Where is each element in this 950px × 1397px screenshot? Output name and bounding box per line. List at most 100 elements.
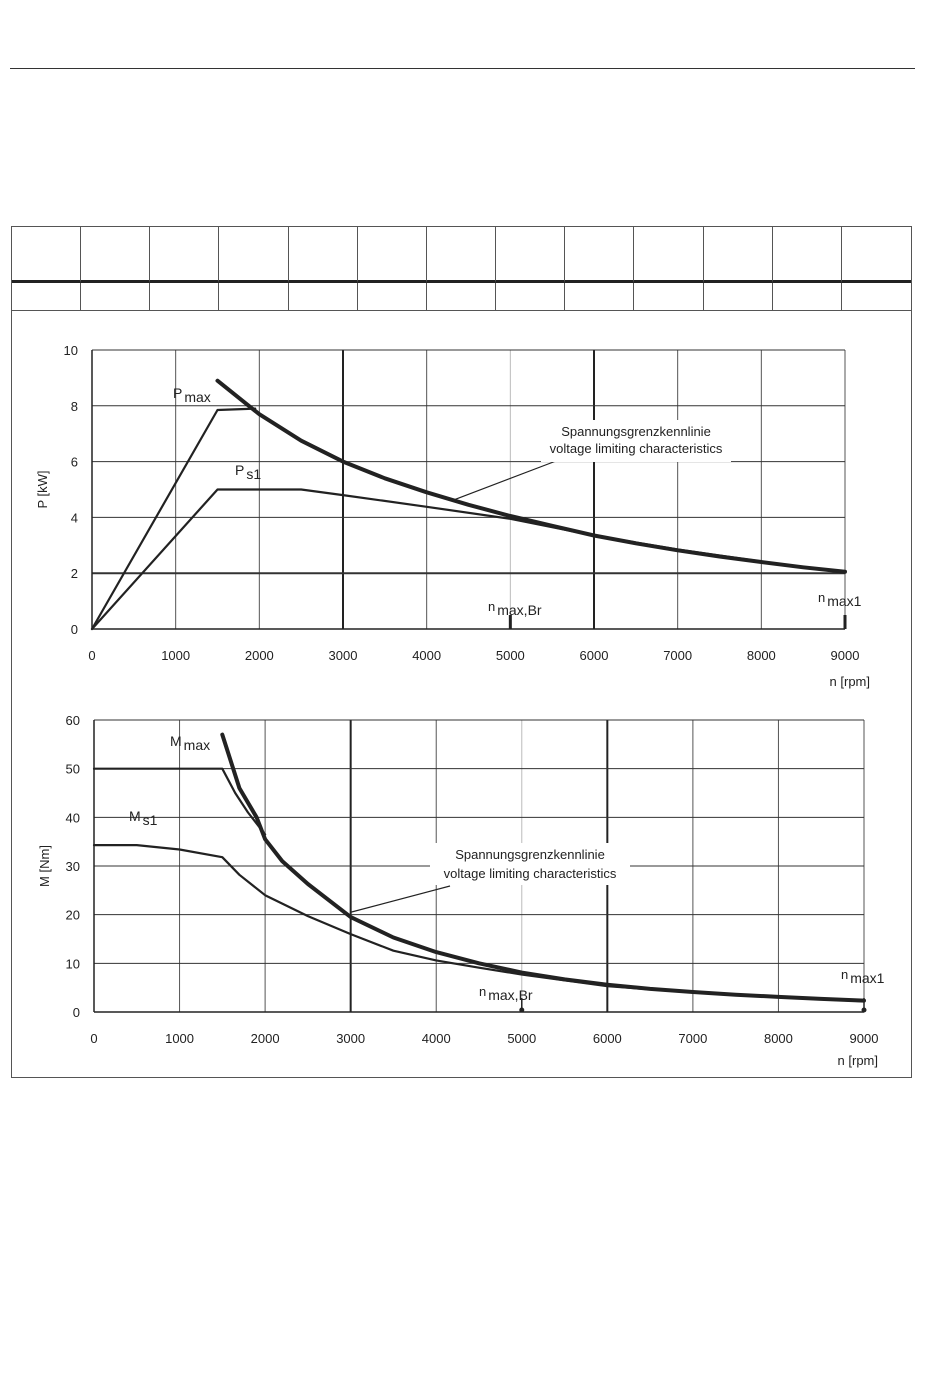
- header-cell: [634, 283, 704, 310]
- curve-p-max: [90, 407, 257, 631]
- y-tick-label: 40: [66, 810, 80, 825]
- y-tick-label: 2: [71, 566, 78, 581]
- y-tick-label: 60: [66, 713, 80, 728]
- header-cell: [150, 283, 220, 310]
- y-tick-label: 6: [71, 455, 78, 470]
- speed-marker-sub: max1: [827, 593, 861, 609]
- x-tick-label: 5000: [507, 1031, 536, 1046]
- x-tick-label: 4000: [422, 1031, 451, 1046]
- annotation-line2: voltage limiting characteristics: [550, 441, 723, 456]
- x-tick-label: 2000: [251, 1031, 280, 1046]
- annotation-line2: voltage limiting characteristics: [444, 866, 617, 881]
- speed-marker-label: n max,Br: [479, 984, 533, 1003]
- voltage-limit-curve: [220, 732, 866, 1003]
- x-axis-label: n [rpm]: [830, 674, 870, 689]
- header-cell: [289, 283, 358, 310]
- annotation-leader: [451, 460, 557, 502]
- annotation-background: [541, 420, 731, 462]
- y-tick-label: 0: [71, 622, 78, 637]
- x-tick-label: 6000: [593, 1031, 622, 1046]
- y-tick-label: 8: [71, 399, 78, 414]
- speed-marker-sub: max,Br: [497, 602, 542, 618]
- curve-label-main: P: [173, 385, 182, 401]
- header-cell: [773, 283, 842, 310]
- header-cell: [426, 227, 497, 283]
- header-cell: [288, 227, 358, 283]
- x-tick-label: 2000: [245, 648, 274, 663]
- x-tick-label: 5000: [496, 648, 525, 663]
- speed-marker-dot: [519, 1007, 525, 1013]
- header-cell: [634, 227, 704, 283]
- x-tick-label: 7000: [678, 1031, 707, 1046]
- figure-frame: [11, 226, 912, 1078]
- curve-label-sub: s1: [143, 812, 158, 828]
- y-tick-label: 10: [66, 956, 80, 971]
- header-cell: [81, 227, 151, 283]
- x-tick-label: 9000: [831, 648, 860, 663]
- header-cell: [357, 227, 427, 283]
- y-axis-label: M [Nm]: [37, 845, 52, 887]
- x-tick-label: 3000: [336, 1031, 365, 1046]
- y-tick-label: 4: [71, 510, 78, 525]
- x-tick-label: 7000: [663, 648, 692, 663]
- annotation-line1: Spannungsgrenzkennlinie: [561, 424, 711, 439]
- annotation-line1: Spannungsgrenzkennlinie: [455, 847, 605, 862]
- curve-label-sub: max: [184, 737, 210, 753]
- header-cell: [219, 227, 289, 283]
- header-cell: [841, 227, 911, 283]
- curve-label-main: M: [129, 808, 141, 824]
- header-cell: [12, 227, 82, 283]
- speed-marker-main: n: [479, 984, 486, 999]
- x-tick-label: 1000: [165, 1031, 194, 1046]
- curve-label-main: M: [170, 733, 182, 749]
- x-tick-label: 8000: [764, 1031, 793, 1046]
- y-tick-label: 20: [66, 908, 80, 923]
- speed-marker-dot: [861, 1007, 867, 1013]
- power-chart: 0 1000 2000 3000 4000 5000 6000 7000 8000 9000 0 2 4…: [35, 343, 870, 689]
- y-tick-label: 50: [66, 762, 80, 777]
- y-tick-label: 10: [64, 343, 78, 358]
- speed-marker-label: n max,Br: [488, 599, 542, 618]
- speed-marker-label: n max1: [818, 590, 862, 609]
- x-tick-label: 4000: [412, 648, 441, 663]
- header-cell: [427, 283, 497, 310]
- y-tick-label: 30: [66, 859, 80, 874]
- speed-marker-sub: max,Br: [488, 987, 533, 1003]
- curve-m-max: [92, 767, 267, 836]
- x-tick-label: 3000: [329, 648, 358, 663]
- speed-marker-main: n: [818, 590, 825, 605]
- header-cell: [704, 283, 773, 310]
- header-cell: [219, 283, 289, 310]
- x-tick-label: 1000: [161, 648, 190, 663]
- header-cell: [565, 227, 635, 283]
- header-cell: [703, 227, 773, 283]
- speed-marker-label: n max1: [841, 967, 885, 986]
- header-cell: [496, 283, 566, 310]
- x-tick-label: 9000: [850, 1031, 879, 1046]
- top-rule: [10, 68, 915, 69]
- curve-label-sub: s1: [246, 466, 261, 482]
- y-axis-label: P [kW]: [35, 470, 50, 508]
- header-cell: [358, 283, 427, 310]
- speed-marker-main: n: [488, 599, 495, 614]
- x-tick-label: 8000: [747, 648, 776, 663]
- curve-label-sub: max: [184, 389, 210, 405]
- voltage-limit-curve: [215, 378, 847, 574]
- annotation-background: [430, 843, 630, 885]
- header-cell: [496, 227, 566, 283]
- header-cell: [150, 227, 220, 283]
- x-tick-label: 6000: [580, 648, 609, 663]
- curve-label-main: P: [235, 462, 244, 478]
- x-tick-label: 0: [88, 648, 95, 663]
- x-axis-label: n [rpm]: [838, 1053, 878, 1068]
- header-table: [12, 227, 911, 311]
- x-tick-label: 0: [90, 1031, 97, 1046]
- header-cell: [565, 283, 635, 310]
- y-tick-label: 0: [73, 1005, 80, 1020]
- torque-chart: 0 1000 2000 3000 4000 5000 6000 7000 8000 9000 0 10…: [37, 713, 885, 1068]
